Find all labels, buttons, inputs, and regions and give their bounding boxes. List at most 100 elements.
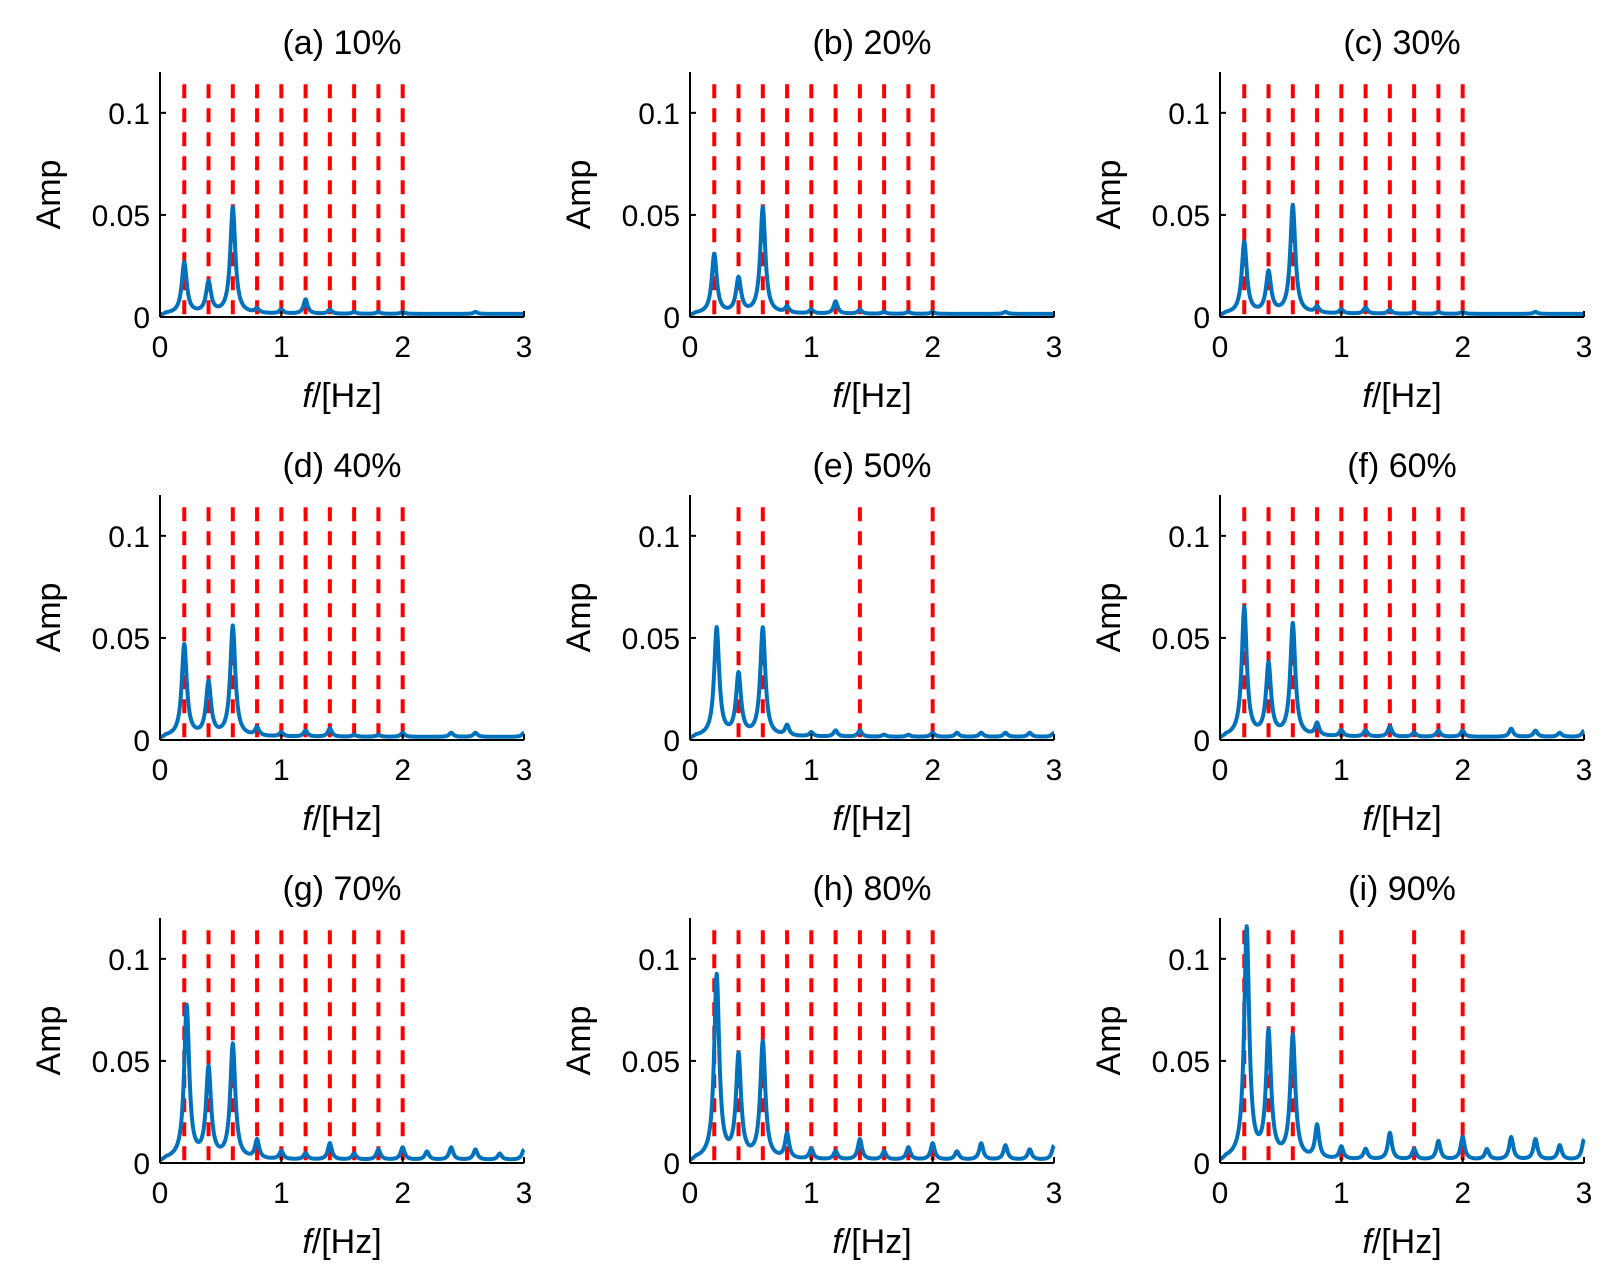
subplot-2-ytick-label-2: 0.1 (1168, 98, 1210, 131)
subplot-8-xtick-label-2: 2 (1454, 1177, 1471, 1210)
subplot-4-xtick-label-1: 1 (803, 754, 820, 787)
subplot-5-ytick-label-1: 0.05 (1152, 623, 1210, 656)
subplot-0-xlabel-rest: /[Hz] (312, 377, 382, 415)
subplot-7-ytick-label-1: 0.05 (622, 1046, 680, 1079)
subplot-0-xtick-label-2: 2 (394, 331, 411, 364)
subplot-8-xtick-label-0: 0 (1212, 1177, 1229, 1210)
subplot-4-xtick-label-3: 3 (1046, 754, 1063, 787)
subplot-1-spectrum-line (688, 204, 1056, 317)
subplot-7-ytick-label-0: 0 (663, 1148, 680, 1181)
subplot-4-xlabel: f/[Hz] (832, 800, 911, 838)
subplot-3-ytick-label-1: 0.05 (92, 623, 150, 656)
subplot-5-xtick-label-3: 3 (1576, 754, 1593, 787)
subplot-7-ylabel: Amp (560, 1006, 598, 1076)
subplot-1-xtick-label-2: 2 (924, 331, 941, 364)
subplot-5-xtick-label-2: 2 (1454, 754, 1471, 787)
subplot-0-xtick-label-1: 1 (273, 331, 290, 364)
subplot-1-ylabel: Amp (560, 160, 598, 230)
subplot-1-xtick-label-3: 3 (1046, 331, 1063, 364)
subplot-0-ytick-label-1: 0.05 (92, 200, 150, 233)
subplot-3-ylabel: Amp (30, 583, 68, 653)
subplot-0-title: (a) 10% (282, 24, 401, 62)
subplot-6-xlabel-rest: /[Hz] (312, 1223, 382, 1261)
subplot-1-xlabel-rest: /[Hz] (842, 377, 912, 415)
subplot-2-ylabel: Amp (1090, 160, 1128, 230)
subplot-4-ytick-label-1: 0.05 (622, 623, 680, 656)
subplot-0-spectrum-line (158, 205, 526, 317)
subplot-0-xtick-label-0: 0 (152, 331, 169, 364)
subplot-5-xtick-label-1: 1 (1333, 754, 1350, 787)
subplot-8-ylabel: Amp (1090, 1006, 1128, 1076)
subplot-0-ytick-label-0: 0 (133, 302, 150, 335)
subplot-3-xtick-label-0: 0 (152, 754, 169, 787)
subplot-8-ytick-label-1: 0.05 (1152, 1046, 1210, 1079)
subplot-1-xtick-label-0: 0 (682, 331, 699, 364)
subplot-8-ytick-label-0: 0 (1193, 1148, 1210, 1181)
subplot-2-xtick-label-0: 0 (1212, 331, 1229, 364)
subplot-6-xtick-label-3: 3 (516, 1177, 533, 1210)
subplot-3-spectrum-line (158, 623, 526, 740)
subplot-3-xlabel: f/[Hz] (302, 800, 381, 838)
subplot-3-xtick-label-3: 3 (516, 754, 533, 787)
subplot-2-xlabel: f/[Hz] (1362, 377, 1441, 415)
subplot-4-xlabel-rest: /[Hz] (842, 800, 912, 838)
subplot-5-ytick-label-0: 0 (1193, 725, 1210, 758)
subplot-5-xlabel: f/[Hz] (1362, 800, 1441, 838)
subplot-1-ytick-label-0: 0 (663, 302, 680, 335)
subplot-0-xlabel: f/[Hz] (302, 377, 381, 415)
subplot-6-xtick-label-1: 1 (273, 1177, 290, 1210)
subplot-3-ytick-label-2: 0.1 (108, 521, 150, 554)
subplot-0-ytick-label-2: 0.1 (108, 98, 150, 131)
subplot-6-ytick-label-0: 0 (133, 1148, 150, 1181)
subplot-3-xtick-label-2: 2 (394, 754, 411, 787)
subplot-0-ylabel: Amp (30, 160, 68, 230)
subplot-5: (f) 60% 0 1 2 3 0 0.05 0.1 f/[Hz] Amp (1090, 447, 1592, 838)
subplot-6-spectrum-line (158, 1002, 526, 1162)
subplot-4-xtick-label-2: 2 (924, 754, 941, 787)
subplot-6-xtick-label-2: 2 (394, 1177, 411, 1210)
subplot-8-xtick-label-1: 1 (1333, 1177, 1350, 1210)
subplot-6-title: (g) 70% (282, 870, 401, 908)
subplot-8-xlabel: f/[Hz] (1362, 1223, 1441, 1261)
subplot-1-ytick-label-2: 0.1 (638, 98, 680, 131)
subplot-4-ytick-label-0: 0 (663, 725, 680, 758)
subplot-3-xlabel-rest: /[Hz] (312, 800, 382, 838)
subplot-7-xlabel-rest: /[Hz] (842, 1223, 912, 1261)
subplot-5-spectrum-line (1218, 604, 1586, 740)
subplot-1-ytick-label-1: 0.05 (622, 200, 680, 233)
subplot-4-title: (e) 50% (812, 447, 931, 485)
subplot-6-ytick-label-2: 0.1 (108, 944, 150, 977)
subplot-4-xtick-label-0: 0 (682, 754, 699, 787)
subplot-8-title: (i) 90% (1348, 870, 1456, 908)
subplot-4: (e) 50% 0 1 2 3 0 0.05 0.1 f/[Hz] Amp (560, 447, 1062, 838)
subplot-5-ytick-label-2: 0.1 (1168, 521, 1210, 554)
subplot-2-ytick-label-0: 0 (1193, 302, 1210, 335)
subplot-6-ylabel: Amp (30, 1006, 68, 1076)
subplot-6-xlabel: f/[Hz] (302, 1223, 381, 1261)
subplot-2: (c) 30% 0 1 2 3 0 0.05 0.1 f/[Hz] Amp (1090, 24, 1592, 415)
subplot-4-ylabel: Amp (560, 583, 598, 653)
subplot-7-title: (h) 80% (812, 870, 931, 908)
subplot-3-xtick-label-1: 1 (273, 754, 290, 787)
subplot-3-ytick-label-0: 0 (133, 725, 150, 758)
subplot-2-xlabel-rest: /[Hz] (1372, 377, 1442, 415)
subplot-2-xtick-label-2: 2 (1454, 331, 1471, 364)
subplot-1-xtick-label-1: 1 (803, 331, 820, 364)
subplot-4-spectrum-line (688, 625, 1056, 740)
subplot-2-spectrum-line (1218, 202, 1586, 317)
subplot-7-xtick-label-1: 1 (803, 1177, 820, 1210)
subplot-2-title: (c) 30% (1343, 24, 1460, 62)
subplot-1-title: (b) 20% (812, 24, 931, 62)
subplot-7-xtick-label-3: 3 (1046, 1177, 1063, 1210)
subplot-1-xlabel: f/[Hz] (832, 377, 911, 415)
subplot-2-xtick-label-1: 1 (1333, 331, 1350, 364)
subplot-3-title: (d) 40% (282, 447, 401, 485)
subplot-7-ytick-label-2: 0.1 (638, 944, 680, 977)
subplot-2-xtick-label-3: 3 (1576, 331, 1593, 364)
subplot-5-xtick-label-0: 0 (1212, 754, 1229, 787)
subplot-8: (i) 90% 0 1 2 3 0 0.05 0.1 f/[Hz] Amp (1090, 870, 1592, 1261)
subplot-7-spectrum-line (688, 971, 1056, 1162)
subplot-7-xtick-label-0: 0 (682, 1177, 699, 1210)
subplot-8-ytick-label-2: 0.1 (1168, 944, 1210, 977)
